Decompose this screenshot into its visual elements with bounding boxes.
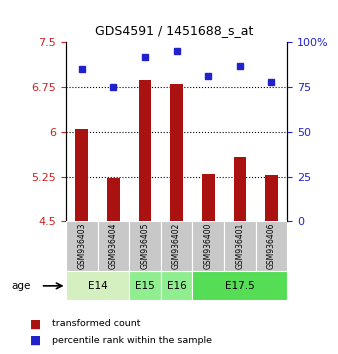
FancyBboxPatch shape — [192, 272, 287, 300]
Text: E15: E15 — [135, 281, 155, 291]
Text: GSM936405: GSM936405 — [141, 223, 149, 269]
Bar — [107, 178, 120, 221]
FancyBboxPatch shape — [129, 272, 161, 300]
FancyBboxPatch shape — [98, 221, 129, 271]
FancyBboxPatch shape — [66, 221, 98, 271]
Bar — [265, 175, 278, 221]
FancyBboxPatch shape — [161, 221, 192, 271]
Text: GSM936402: GSM936402 — [172, 223, 181, 269]
Text: GSM936401: GSM936401 — [235, 223, 244, 269]
Text: GSM936406: GSM936406 — [267, 223, 276, 269]
Text: GSM936403: GSM936403 — [77, 223, 86, 269]
Text: E17.5: E17.5 — [225, 281, 255, 291]
FancyBboxPatch shape — [256, 221, 287, 271]
Text: transformed count: transformed count — [52, 319, 141, 329]
FancyBboxPatch shape — [161, 272, 192, 300]
Bar — [234, 158, 246, 221]
Text: E16: E16 — [167, 281, 187, 291]
FancyBboxPatch shape — [129, 221, 161, 271]
Bar — [139, 80, 151, 221]
FancyBboxPatch shape — [192, 221, 224, 271]
Bar — [202, 173, 215, 221]
Text: percentile rank within the sample: percentile rank within the sample — [52, 336, 212, 345]
Text: GSM936404: GSM936404 — [109, 223, 118, 269]
Text: ■: ■ — [30, 318, 42, 330]
Bar — [170, 84, 183, 221]
Text: E14: E14 — [88, 281, 107, 291]
FancyBboxPatch shape — [224, 221, 256, 271]
Bar — [75, 129, 88, 221]
Text: GSM936400: GSM936400 — [204, 223, 213, 269]
Text: GDS4591 / 1451688_s_at: GDS4591 / 1451688_s_at — [95, 24, 253, 37]
Text: ■: ■ — [30, 334, 42, 347]
FancyBboxPatch shape — [66, 272, 129, 300]
Text: age: age — [12, 281, 31, 291]
